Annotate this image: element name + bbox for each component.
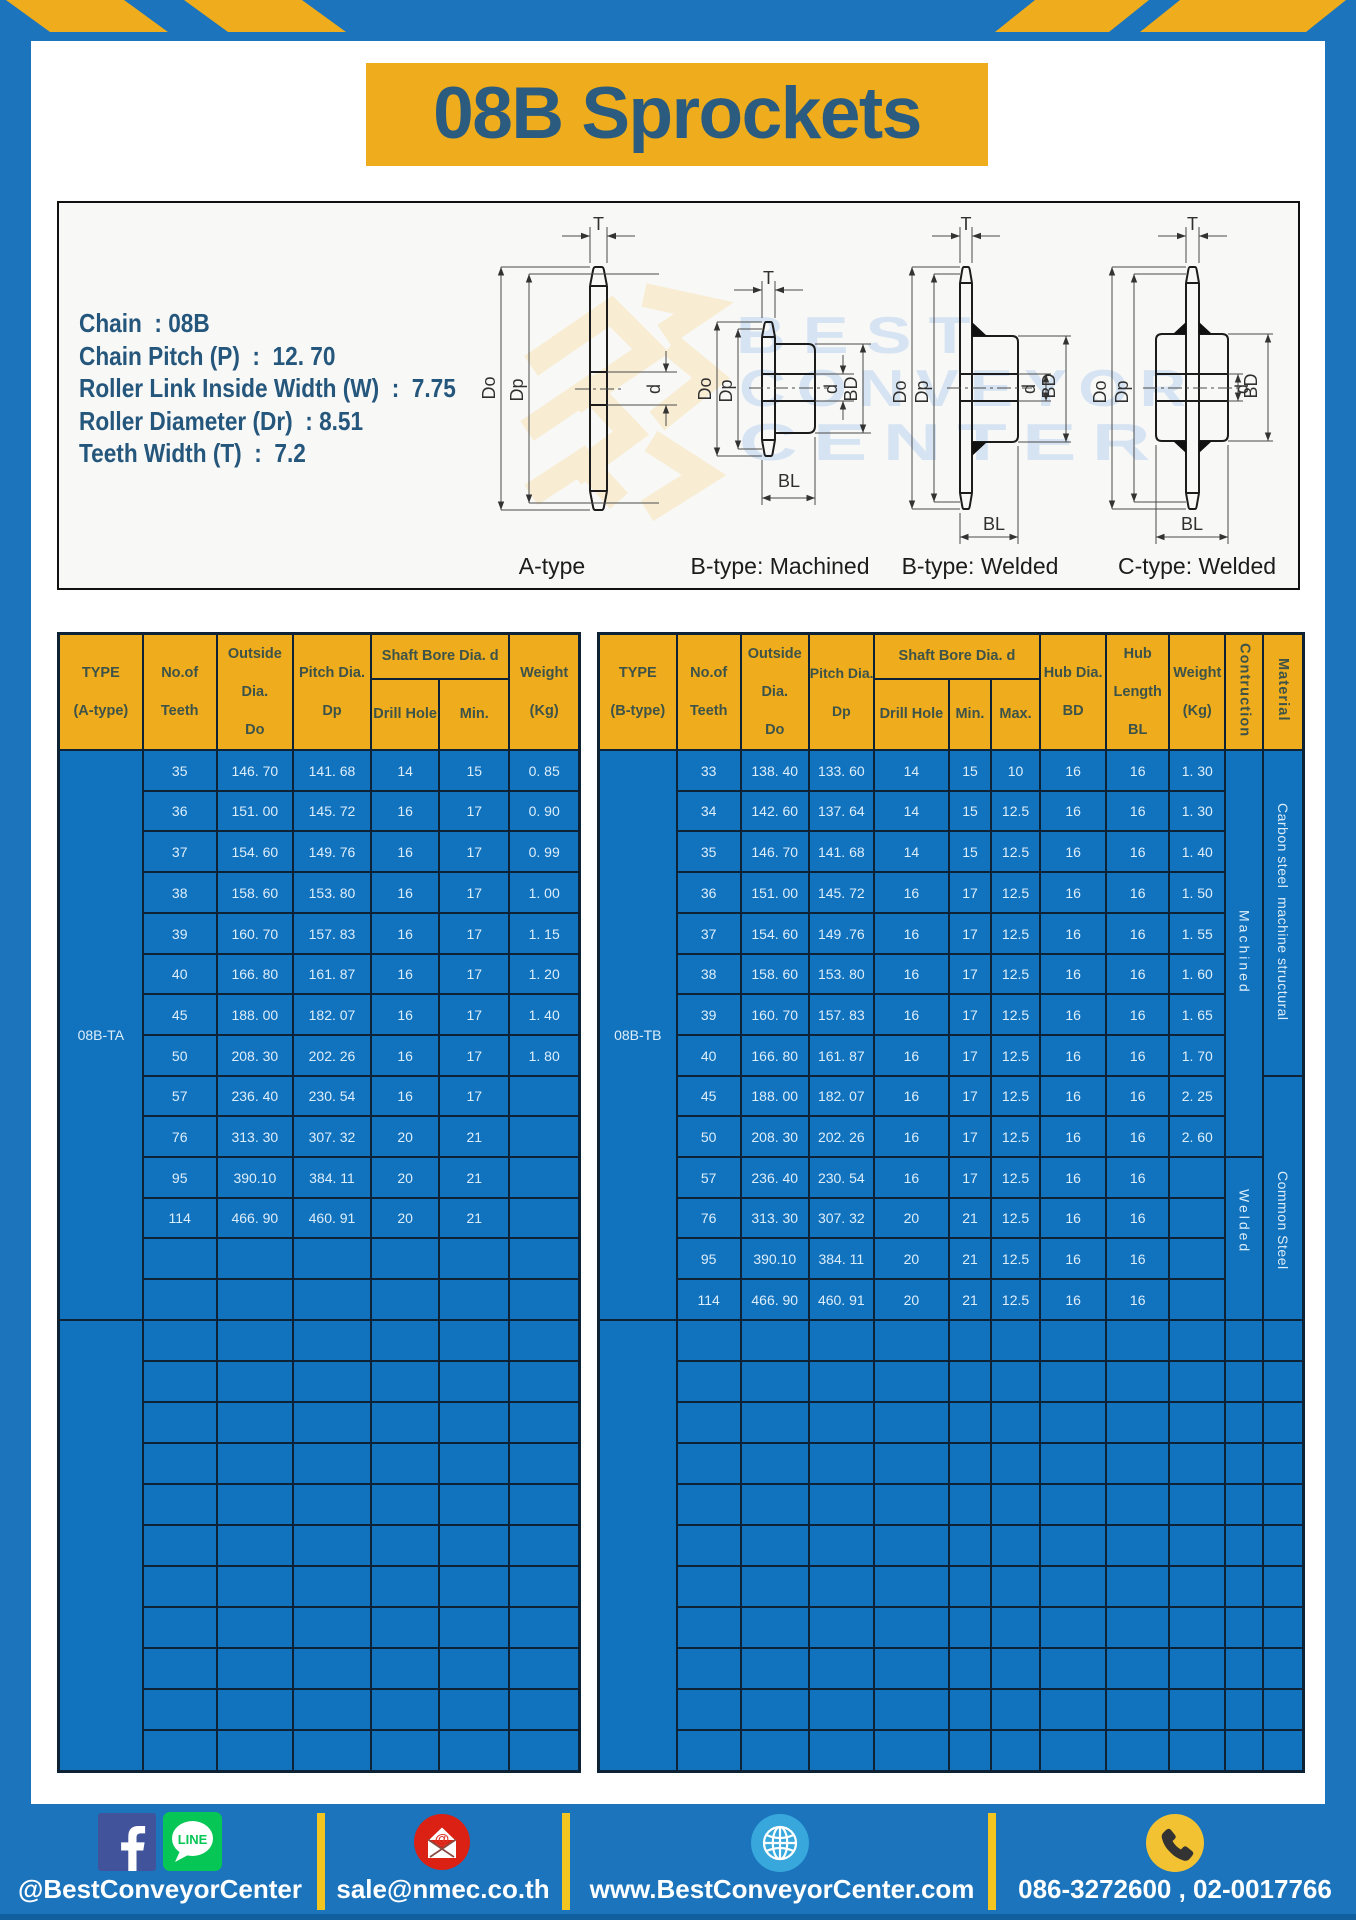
svg-text:d: d [644, 384, 664, 394]
svg-text:@: @ [435, 1831, 450, 1848]
svg-text:B-type: Machined: B-type: Machined [691, 553, 870, 579]
svg-text:Dp: Dp [912, 380, 932, 403]
svg-text:BD: BD [1241, 373, 1261, 398]
svg-text:BD: BD [841, 376, 861, 401]
svg-text:d: d [1232, 384, 1252, 394]
svg-text:BL: BL [983, 514, 1005, 534]
svg-text:Dp: Dp [507, 378, 527, 401]
svg-text:C-type: Welded: C-type: Welded [1118, 553, 1276, 579]
svg-text:BL: BL [778, 471, 800, 491]
svg-text:Do: Do [1090, 380, 1110, 403]
svg-text:T: T [961, 214, 972, 234]
svg-text:Dp: Dp [1112, 380, 1132, 403]
svg-text:Do: Do [479, 376, 499, 399]
svg-text:A-type: A-type [519, 553, 585, 579]
svg-text:d: d [1019, 384, 1039, 394]
svg-text:BL: BL [1181, 514, 1203, 534]
svg-text:T: T [1187, 214, 1198, 234]
svg-text:LINE: LINE [178, 1832, 208, 1847]
svg-text:B-type: Welded: B-type: Welded [902, 553, 1059, 579]
svg-text:Do: Do [890, 380, 910, 403]
svg-text:T: T [593, 214, 604, 234]
svg-text:T: T [763, 268, 774, 288]
svg-text:Dp: Dp [716, 379, 736, 402]
svg-text:d: d [821, 384, 841, 394]
svg-text:Do: Do [695, 377, 715, 400]
svg-text:BD: BD [1039, 373, 1059, 398]
